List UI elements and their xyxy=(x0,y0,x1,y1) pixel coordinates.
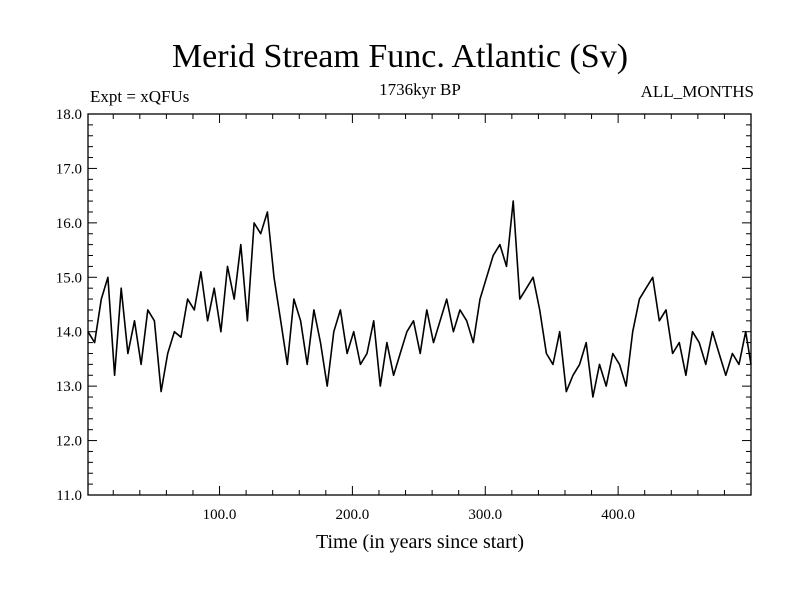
experiment-label: Expt = xQFUs xyxy=(90,87,190,106)
y-tick-label: 15.0 xyxy=(56,270,82,286)
x-tick-label: 400.0 xyxy=(601,507,635,523)
period-label: 1736kyr BP xyxy=(379,80,461,99)
x-tick-label: 100.0 xyxy=(203,507,237,523)
y-tick-label: 11.0 xyxy=(56,488,82,504)
y-tick-label: 14.0 xyxy=(56,325,82,341)
x-tick-label: 200.0 xyxy=(336,507,370,523)
x-axis-title: Time (in years since start) xyxy=(316,531,524,553)
y-tick-label: 16.0 xyxy=(56,216,82,232)
months-label: ALL_MONTHS xyxy=(640,82,754,101)
y-tick-label: 13.0 xyxy=(56,379,82,395)
y-tick-label: 12.0 xyxy=(56,434,82,450)
series-line-0 xyxy=(87,200,752,398)
plot-frame xyxy=(87,113,752,496)
chart-title: Merid Stream Func. Atlantic (Sv) xyxy=(171,38,629,75)
x-tick-label: 300.0 xyxy=(468,507,502,523)
y-tick-label: 17.0 xyxy=(56,161,82,177)
y-tick-label: 18.0 xyxy=(56,107,82,123)
